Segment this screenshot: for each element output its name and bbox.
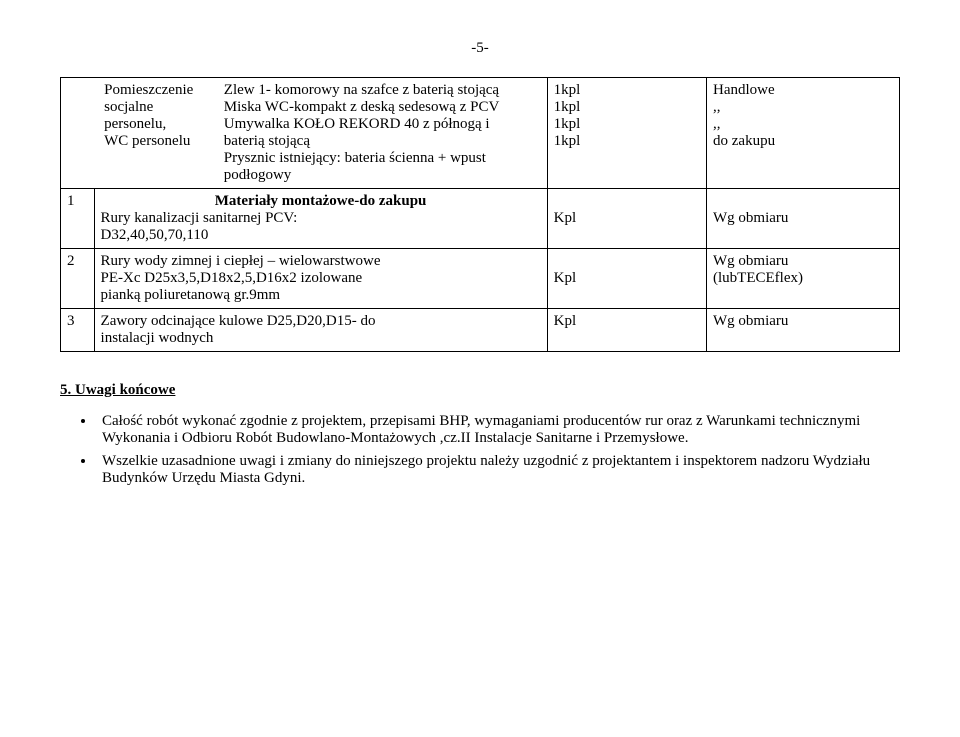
table-row: 2 Rury wody zimnej i ciepłej – wielowars…	[61, 249, 900, 309]
cell-qty: Kpl	[547, 249, 706, 309]
row-number: 1	[61, 189, 95, 249]
list-item: Całość robót wykonać zgodnie z projektem…	[96, 413, 900, 447]
desc-line: instalacji wodnych	[101, 330, 541, 347]
room-line: Pomieszczenie	[104, 82, 218, 99]
cell-qty: 1kpl 1kpl 1kpl 1kpl	[547, 78, 706, 189]
page-number: -5-	[60, 40, 900, 57]
desc-line: Zlew 1- komorowy na szafce z baterią sto…	[224, 82, 541, 99]
desc-line: podłogowy	[224, 167, 541, 184]
desc-line: PE-Xc D25x3,5,D18x2,5,D16x2 izolowane	[101, 270, 541, 287]
note-line: ,,	[713, 99, 893, 116]
note-line: Wg obmiaru	[713, 253, 893, 270]
desc-line: baterią stojącą	[224, 133, 541, 150]
cell-desc: Rury wody zimnej i ciepłej – wielowarstw…	[94, 249, 547, 309]
desc-line: D32,40,50,70,110	[101, 227, 541, 244]
desc-line: Umywalka KOŁO REKORD 40 z półnogą i	[224, 116, 541, 133]
cell-room: Pomieszczenie socjalne personelu, WC per…	[61, 78, 548, 189]
note-line: Handlowe	[713, 82, 893, 99]
note-line: Wg obmiaru	[713, 313, 893, 330]
cell-qty: Kpl	[547, 189, 706, 249]
row-number: 2	[61, 249, 95, 309]
desc-line: Miska WC-kompakt z deską sedesową z PCV	[224, 99, 541, 116]
desc-line: Zawory odcinające kulowe D25,D20,D15- do	[101, 313, 541, 330]
cell-note: Wg obmiaru	[707, 189, 900, 249]
list-item: Wszelkie uzasadnione uwagi i zmiany do n…	[96, 453, 900, 487]
qty-line: 1kpl	[554, 116, 700, 133]
final-notes-title: 5. Uwagi końcowe	[60, 382, 900, 399]
row-number: 3	[61, 309, 95, 352]
room-line: socjalne personelu,	[104, 99, 218, 133]
materials-table: Pomieszczenie socjalne personelu, WC per…	[60, 77, 900, 352]
desc-line: Prysznic istniejący: bateria ścienna + w…	[224, 150, 541, 167]
note-line: ,,	[713, 116, 893, 133]
cell-qty: Kpl	[547, 309, 706, 352]
cell-note: Handlowe ,, ,, do zakupu	[707, 78, 900, 189]
desc-line: pianką poliuretanową gr.9mm	[101, 287, 541, 304]
cell-desc: Zawory odcinające kulowe D25,D20,D15- do…	[94, 309, 547, 352]
desc-line: Rury kanalizacji sanitarnej PCV:	[101, 210, 541, 227]
cell-note: Wg obmiaru (lubTECEflex)	[707, 249, 900, 309]
table-row: 3 Zawory odcinające kulowe D25,D20,D15- …	[61, 309, 900, 352]
section-header: Materiały montażowe-do zakupu	[101, 193, 541, 210]
table-row: Pomieszczenie socjalne personelu, WC per…	[61, 78, 900, 189]
qty-line: Kpl	[554, 270, 700, 287]
note-line: do zakupu	[713, 133, 893, 150]
cell-note: Wg obmiaru	[707, 309, 900, 352]
room-line: WC personelu	[104, 133, 218, 150]
note-line: (lubTECEflex)	[713, 270, 893, 287]
cell-desc: Materiały montażowe-do zakupu Rury kanal…	[94, 189, 547, 249]
desc-line: Rury wody zimnej i ciepłej – wielowarstw…	[101, 253, 541, 270]
qty-line: Kpl	[554, 313, 700, 330]
table-row: 1 Materiały montażowe-do zakupu Rury kan…	[61, 189, 900, 249]
qty-line: Kpl	[554, 210, 700, 227]
note-line: Wg obmiaru	[713, 210, 893, 227]
qty-line: 1kpl	[554, 82, 700, 99]
qty-line: 1kpl	[554, 99, 700, 116]
final-notes-list: Całość robót wykonać zgodnie z projektem…	[60, 413, 900, 487]
qty-line: 1kpl	[554, 133, 700, 150]
row-number	[67, 82, 104, 184]
